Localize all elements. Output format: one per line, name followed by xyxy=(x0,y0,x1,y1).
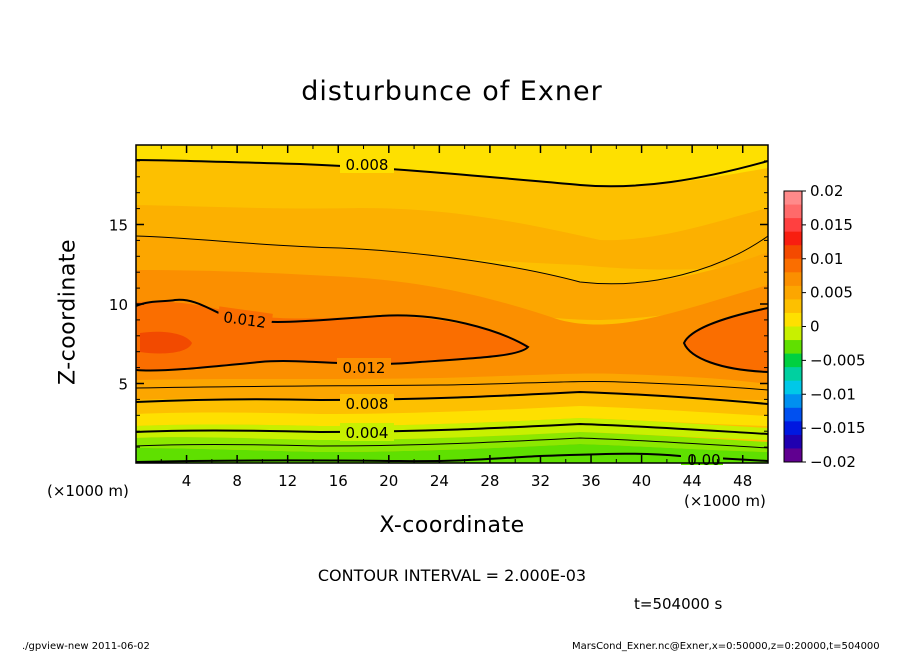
y-axis-ticks: 5 10 15 xyxy=(109,160,768,448)
colorbar-swatch xyxy=(784,231,802,246)
contour-label-lower: 0.012 xyxy=(343,359,386,377)
colorbar-tick-label: 0.005 xyxy=(810,284,853,302)
colorbar-tick-label: −0.02 xyxy=(810,453,856,471)
band-yellow-low xyxy=(136,406,768,426)
contour-interval-text: CONTOUR INTERVAL = 2.000E-03 xyxy=(317,566,587,585)
filled-bands xyxy=(136,145,768,463)
colorbar-swatch xyxy=(784,204,802,219)
x-axis-label: X-coordinate xyxy=(379,513,525,538)
contour-002-thin xyxy=(136,437,768,449)
band-dark-red xyxy=(140,331,192,354)
x-tick-label: 4 xyxy=(182,472,192,490)
contour-label-top: 0.008 xyxy=(346,156,389,174)
colorbar: 0.02 0.015 0.01 0.005 0 −0.005 −0.01 −0.015 −0.0… xyxy=(783,182,866,471)
contour-010-thin xyxy=(136,235,768,285)
colorbar-swatch xyxy=(784,258,802,273)
x-tick-label: 24 xyxy=(430,472,449,490)
contour-lines xyxy=(136,159,768,463)
colorbar-swatch xyxy=(784,299,802,314)
colorbar-swatch xyxy=(784,367,802,382)
colorbar-swatch xyxy=(784,340,802,355)
colorbar-swatch xyxy=(784,272,802,287)
band-amber-low xyxy=(136,392,768,414)
contour-008-top xyxy=(136,159,768,188)
contour-labels: 0.008 0.012 0.012 0.008 0.004 0.00 xyxy=(216,155,723,469)
x-tick-label: 20 xyxy=(379,472,398,490)
band-red-orange-right xyxy=(684,308,768,372)
colorbar-swatch xyxy=(784,421,802,436)
contour-012-upper xyxy=(136,298,530,372)
colorbar-tick-label: −0.01 xyxy=(810,385,856,403)
x-unit-left: (×1000 m) xyxy=(47,482,129,500)
x-tick-label: 28 xyxy=(480,472,499,490)
colorbar-swatch xyxy=(784,380,802,395)
colorbar-swatch xyxy=(784,312,802,327)
contour-004-mid xyxy=(136,422,768,435)
colorbar-swatch xyxy=(784,448,802,463)
contour-012-right xyxy=(682,307,768,373)
colorbar-swatch xyxy=(784,285,802,300)
colorbar-tick-label: 0 xyxy=(810,318,820,336)
x-tick-label: 36 xyxy=(581,472,600,490)
colorbar-tick-label: 0.01 xyxy=(810,250,843,268)
colorbar-tick-label: 0.02 xyxy=(810,182,843,200)
band-green xyxy=(136,444,768,463)
contour-008-mid xyxy=(136,390,768,405)
contour-006-thin xyxy=(136,380,768,391)
colorbar-tick-label: −0.015 xyxy=(810,419,866,437)
x-tick-label: 16 xyxy=(329,472,348,490)
colorbar-swatch xyxy=(784,353,802,368)
y-tick-label: 5 xyxy=(118,376,128,394)
footer-source: MarsCond_Exner.nc@Exner,x=0:50000,z=0:20… xyxy=(572,641,880,652)
x-unit-right: (×1000 m) xyxy=(684,492,766,510)
x-axis-ticks: 4 8 12 16 20 24 28 32 36 40 44 48 xyxy=(160,145,752,490)
colorbar-swatch xyxy=(784,394,802,409)
colorbar-swatch xyxy=(784,191,802,206)
x-tick-label: 32 xyxy=(531,472,550,490)
colorbar-tick-label: 0.015 xyxy=(810,216,853,234)
band-top-yellow xyxy=(136,145,768,187)
colorbar-swatch xyxy=(784,245,802,260)
x-tick-label: 48 xyxy=(733,472,752,490)
time-stamp: t=504000 s xyxy=(634,595,723,613)
colorbar-tick-label: −0.005 xyxy=(810,351,866,369)
band-light-orange xyxy=(136,236,768,320)
footer-program: ./gpview-new 2011-06-02 xyxy=(22,641,150,652)
x-tick-label: 44 xyxy=(683,472,702,490)
x-tick-label: 12 xyxy=(278,472,297,490)
colorbar-swatch xyxy=(784,407,802,422)
contour-label-upper: 0.012 xyxy=(222,308,267,332)
chart-title: disturbunce of Exner xyxy=(301,76,603,107)
colorbar-swatch xyxy=(784,434,802,449)
colorbar-swatch xyxy=(784,218,802,233)
y-tick-label: 15 xyxy=(109,217,128,235)
contour-label-004: 0.004 xyxy=(346,424,389,442)
x-tick-label: 40 xyxy=(632,472,651,490)
band-light-green xyxy=(136,432,768,452)
y-tick-label: 10 xyxy=(109,296,128,314)
band-amber xyxy=(136,205,768,270)
contour-label-000: 0.00 xyxy=(687,451,720,469)
x-tick-label: 8 xyxy=(232,472,242,490)
contour-label-008-mid: 0.008 xyxy=(346,395,389,413)
colorbar-swatch xyxy=(784,326,802,341)
